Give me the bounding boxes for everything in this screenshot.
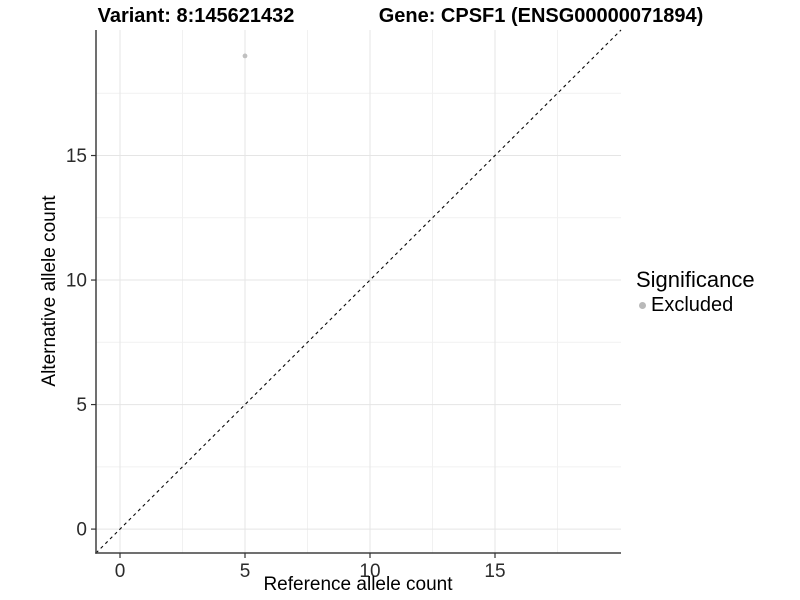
legend-title: Significance (636, 267, 755, 292)
legend: Significance Excluded (636, 267, 755, 317)
data-point (242, 53, 248, 59)
x-tick-label: 5 (240, 561, 251, 582)
y-tick-label: 15 (66, 146, 87, 167)
legend-key-dot-icon (639, 302, 646, 310)
x-tick-label: 15 (484, 561, 505, 582)
y-tick-label: 10 (66, 271, 87, 292)
variant-title: Variant: 8:145621432 (97, 5, 295, 27)
y-axis-title: Alternative allele count (39, 195, 60, 387)
gene-title: Gene: CPSF1 (ENSG00000071894) (378, 5, 704, 27)
y-tick-label: 5 (76, 395, 87, 416)
x-tick-label: 0 (115, 561, 126, 582)
x-axis-title: Reference allele count (263, 574, 453, 595)
x-tick-label: 10 (359, 561, 380, 582)
legend-item-label: Excluded (651, 294, 734, 317)
legend-item-excluded: Excluded (636, 294, 755, 317)
y-tick-label: 0 (76, 520, 87, 541)
identity-dashed-line (95, 29, 622, 554)
